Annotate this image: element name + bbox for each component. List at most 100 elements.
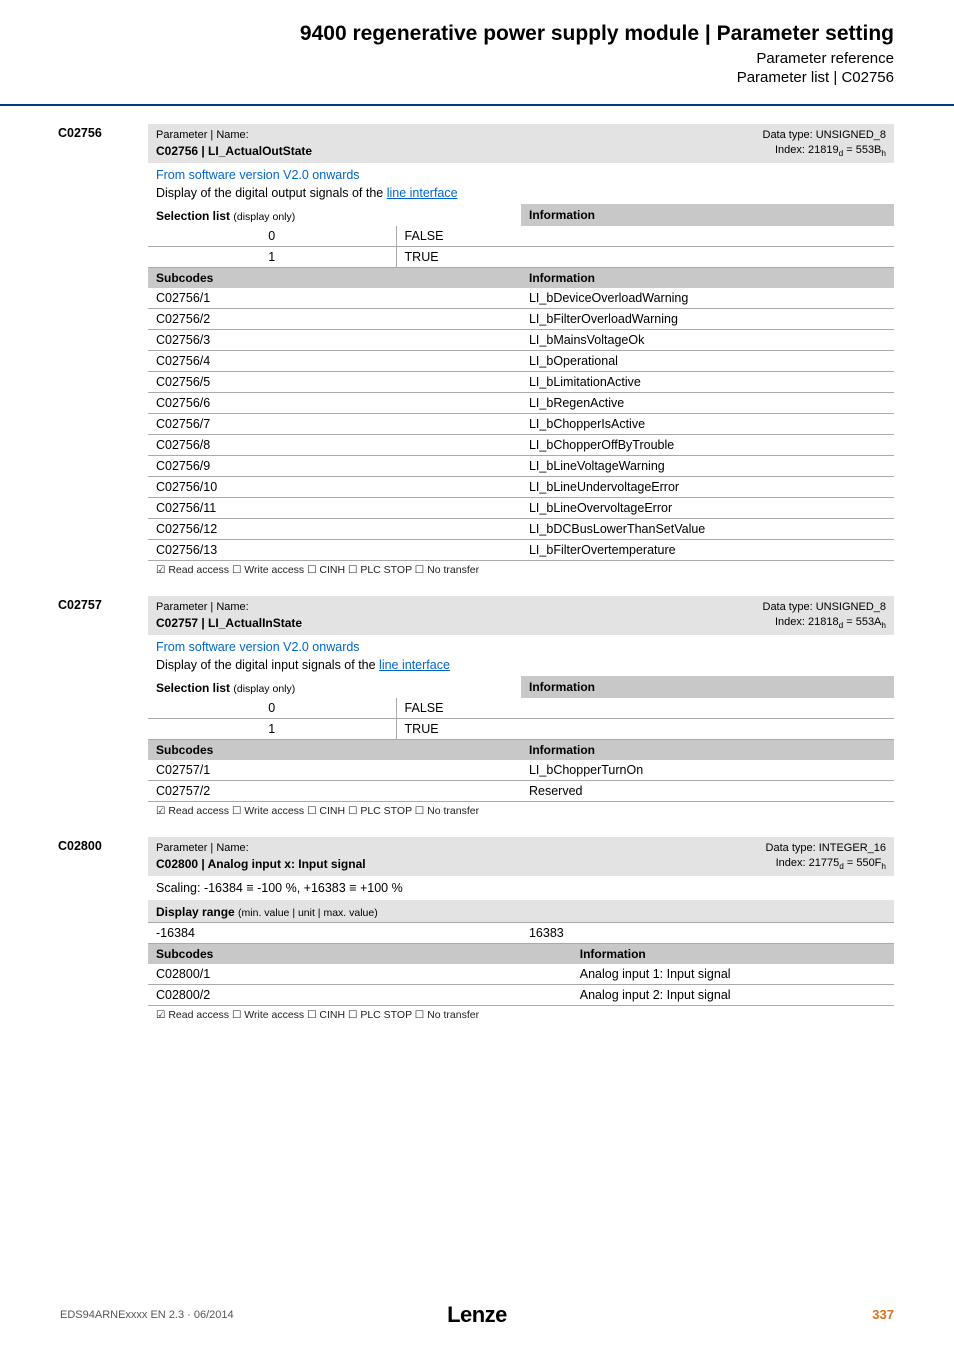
subcode-row: C02756/11LI_bLineOvervoltageError [148, 498, 894, 519]
subcode: C02756/1 [148, 288, 521, 309]
selection-row: 0FALSE [148, 226, 894, 247]
selection-num: 1 [148, 247, 396, 268]
subcode-info: LI_bRegenActive [521, 393, 894, 414]
selection-row: 1TRUE [148, 247, 894, 268]
subcode: C02756/13 [148, 540, 521, 561]
subcode-row: C02756/1LI_bDeviceOverloadWarning [148, 288, 894, 309]
selection-num: 0 [148, 226, 396, 247]
selection-val: FALSE [396, 226, 521, 247]
param-scaling: Scaling: -16384 ≡ -100 %, +16383 ≡ +100 … [148, 876, 894, 900]
page-title: 9400 regenerative power supply module | … [60, 22, 894, 46]
selection-header-note: (display only) [233, 683, 295, 695]
subcode: C02756/12 [148, 519, 521, 540]
line-interface-link[interactable]: line interface [379, 658, 450, 672]
subcode-info: LI_bLimitationActive [521, 372, 894, 393]
version-text: Display of the digital output signals of… [156, 186, 387, 200]
info-header: Information [572, 943, 894, 964]
range-max: 16383 [521, 922, 572, 943]
selection-row: 0FALSE [148, 698, 894, 719]
subcode: C02756/9 [148, 456, 521, 477]
access-flags: ☑ Read access ☐ Write access ☐ CINH ☐ PL… [148, 561, 894, 576]
subcode-info: LI_bDeviceOverloadWarning [521, 288, 894, 309]
selection-header: Selection list [156, 209, 230, 223]
subcode: C02756/11 [148, 498, 521, 519]
footer-doc-id: EDS94ARNExxxx EN 2.3 · 06/2014 [60, 1309, 234, 1321]
subcode-row: C02756/4LI_bOperational [148, 351, 894, 372]
version-link[interactable]: From software version V2.0 onwards [156, 168, 360, 182]
param-block-c02756: C02756 Parameter | Name: C02756 | LI_Act… [60, 124, 894, 576]
info-header: Information [521, 740, 894, 761]
range-unit [394, 922, 521, 943]
subcode: C02757/2 [148, 781, 521, 802]
param-datatype: Data type: UNSIGNED_8 [763, 600, 887, 615]
subcode-info: LI_bLineOvervoltageError [521, 498, 894, 519]
header-divider [0, 104, 954, 106]
subcode-row: C02756/5LI_bLimitationActive [148, 372, 894, 393]
line-interface-link[interactable]: line interface [387, 186, 458, 200]
subcodes-header: Subcodes [148, 268, 521, 289]
param-title-label: Parameter | Name: [156, 841, 366, 856]
subcode-row: C02756/7LI_bChopperIsActive [148, 414, 894, 435]
subcode-info: Analog input 1: Input signal [572, 964, 894, 985]
param-title-bar: Parameter | Name: C02800 | Analog input … [148, 837, 894, 876]
param-title-label: Parameter | Name: [156, 600, 302, 615]
access-flags: ☑ Read access ☐ Write access ☐ CINH ☐ PL… [148, 802, 894, 817]
selection-table: Selection list (display only) Information… [148, 676, 894, 802]
subcode: C02756/2 [148, 309, 521, 330]
param-description: From software version V2.0 onwards Displ… [148, 635, 894, 676]
subcode-info: LI_bLineVoltageWarning [521, 456, 894, 477]
subcode-info: LI_bChopperOffByTrouble [521, 435, 894, 456]
param-description: From software version V2.0 onwards Displ… [148, 163, 894, 204]
param-id: C02800 [58, 839, 102, 853]
selection-header: Selection list [156, 681, 230, 695]
param-id: C02756 [58, 126, 102, 140]
subcode-info: Analog input 2: Input signal [572, 984, 894, 1005]
subcode-row: C02756/8LI_bChopperOffByTrouble [148, 435, 894, 456]
page-header: 9400 regenerative power supply module | … [0, 0, 954, 96]
version-link[interactable]: From software version V2.0 onwards [156, 640, 360, 654]
param-datatype: Data type: INTEGER_16 [766, 841, 886, 856]
param-index: Index: 21818d = 553Ah [763, 615, 887, 631]
param-title-label: Parameter | Name: [156, 128, 312, 143]
param-datatype: Data type: UNSIGNED_8 [763, 128, 887, 143]
subcode-info: Reserved [521, 781, 894, 802]
param-index: Index: 21819d = 553Bh [763, 143, 887, 159]
access-flags: ☑ Read access ☐ Write access ☐ CINH ☐ PL… [148, 1006, 894, 1021]
subcode-row: C02800/1Analog input 1: Input signal [148, 964, 894, 985]
param-block-c02757: C02757 Parameter | Name: C02757 | LI_Act… [60, 596, 894, 817]
subcode-info: LI_bDCBusLowerThanSetValue [521, 519, 894, 540]
subcode: C02756/7 [148, 414, 521, 435]
subcode: C02800/2 [148, 984, 572, 1005]
selection-num: 0 [148, 698, 396, 719]
info-header: Information [521, 204, 894, 226]
subcode-row: C02756/6LI_bRegenActive [148, 393, 894, 414]
page-subtitle-1: Parameter reference [60, 50, 894, 67]
version-text: Display of the digital input signals of … [156, 658, 379, 672]
subcode: C02756/10 [148, 477, 521, 498]
selection-header-note: (display only) [233, 211, 295, 223]
param-name: C02800 | Analog input x: Input signal [156, 856, 366, 872]
selection-val: TRUE [396, 719, 521, 740]
range-row: -16384 16383 [148, 922, 894, 943]
selection-val: FALSE [396, 698, 521, 719]
subcode: C02757/1 [148, 760, 521, 781]
info-header: Information [521, 268, 894, 289]
param-title-bar: Parameter | Name: C02757 | LI_ActualInSt… [148, 596, 894, 635]
subcode-row: C02800/2Analog input 2: Input signal [148, 984, 894, 1005]
subcode-row: C02756/2LI_bFilterOverloadWarning [148, 309, 894, 330]
selection-val: TRUE [396, 247, 521, 268]
subcodes-header: Subcodes [148, 943, 572, 964]
range-header-note: (min. value | unit | max. value) [238, 907, 378, 919]
param-title-bar: Parameter | Name: C02756 | LI_ActualOutS… [148, 124, 894, 163]
subcode-row: C02756/3LI_bMainsVoltageOk [148, 330, 894, 351]
subcode-info: LI_bMainsVoltageOk [521, 330, 894, 351]
subcode-info: LI_bOperational [521, 351, 894, 372]
subcode: C02756/6 [148, 393, 521, 414]
page-subtitle-2: Parameter list | C02756 [60, 69, 894, 86]
subcode-row: C02756/12LI_bDCBusLowerThanSetValue [148, 519, 894, 540]
param-name: C02757 | LI_ActualInState [156, 615, 302, 631]
subcode: C02756/3 [148, 330, 521, 351]
param-id: C02757 [58, 598, 102, 612]
subcode-row: C02757/2Reserved [148, 781, 894, 802]
footer-page-number: 337 [872, 1307, 894, 1322]
